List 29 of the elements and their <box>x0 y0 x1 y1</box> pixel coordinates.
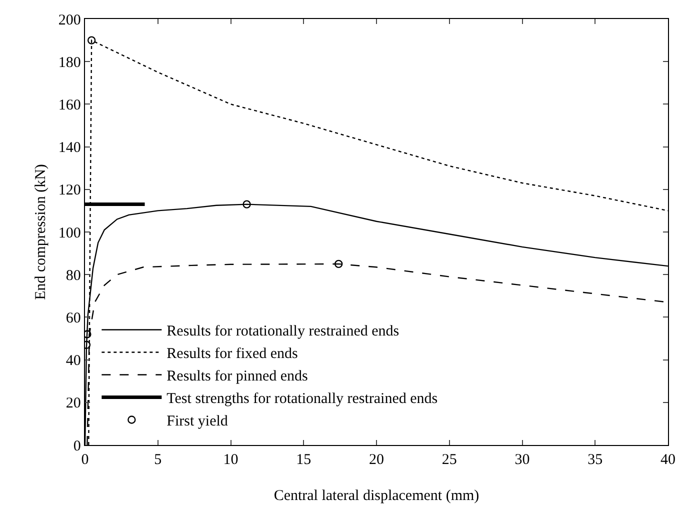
point <box>334 260 343 268</box>
y-tick-label: 80 <box>66 268 81 284</box>
x-tick-label: 10 <box>223 452 238 468</box>
y-tick-label: 200 <box>58 12 81 28</box>
y-tick-label: 60 <box>66 310 81 326</box>
x-tick-label: 15 <box>296 452 312 468</box>
x-axis-title: Central lateral displacement (mm) <box>274 488 480 504</box>
y-tick-label: 180 <box>58 54 81 71</box>
point <box>242 200 251 208</box>
x-tick-label: 40 <box>660 452 676 468</box>
legend-label: Test strengths for rotationally restrained ends <box>166 391 438 408</box>
x-tick-label: 25 <box>442 452 457 468</box>
legend-label: Results for fixed ends <box>166 346 298 362</box>
point <box>87 36 96 44</box>
legend-label: Results for pinned ends <box>166 368 308 385</box>
x-tick-label: 30 <box>514 452 530 468</box>
y-tick-label: 120 <box>58 182 81 199</box>
y-tick-label: 140 <box>58 140 81 156</box>
y-tick-label: 0 <box>73 438 81 454</box>
x-tick-label: 5 <box>154 452 162 468</box>
legend-label: Results for rotationally restrained ends <box>166 324 400 340</box>
y-axis-title: End compression (kN) <box>32 164 49 300</box>
x-tick-label: 20 <box>369 452 384 468</box>
y-tick-label: 20 <box>66 396 81 412</box>
legend-label: First yield <box>166 414 228 430</box>
y-tick-label: 160 <box>58 97 81 114</box>
x-tick-label: 35 <box>588 452 603 468</box>
y-tick-label: 100 <box>58 225 81 242</box>
y-tick-label: 40 <box>66 353 81 370</box>
